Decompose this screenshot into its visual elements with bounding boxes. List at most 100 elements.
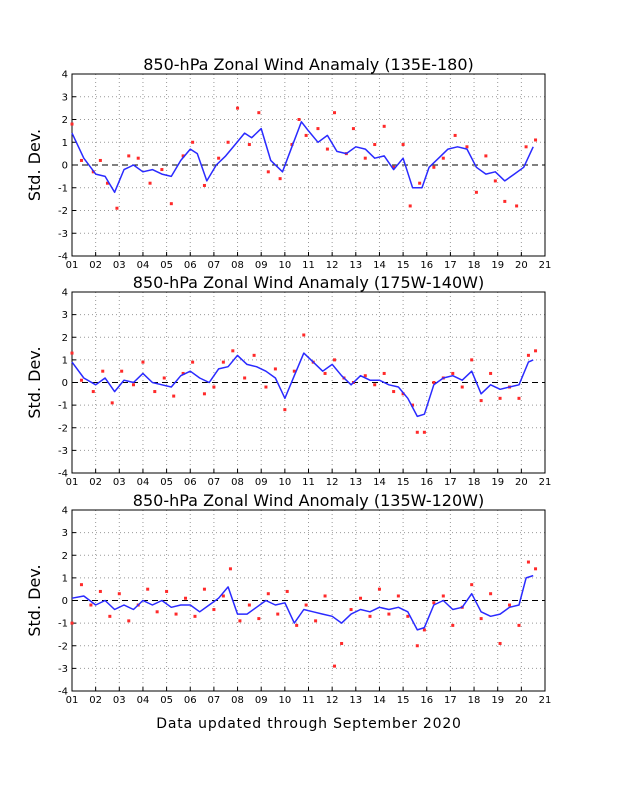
data-point [396, 594, 400, 598]
data-point [304, 133, 308, 137]
grid [72, 74, 545, 256]
data-point [323, 371, 327, 375]
data-point [257, 617, 261, 621]
x-tick-label: 09 [255, 477, 268, 488]
data-point [238, 619, 242, 623]
data-point [441, 156, 445, 160]
x-tick-label: 15 [397, 695, 410, 706]
data-point [451, 371, 455, 375]
data-point [465, 145, 469, 149]
y-tick-label: -1 [58, 183, 68, 194]
x-tick-label: 20 [515, 695, 528, 706]
data-point [276, 612, 280, 616]
data-point [172, 394, 176, 398]
x-tick-label: 02 [89, 477, 102, 488]
smoothed-series-line [71, 574, 534, 631]
x-tick-label: 11 [302, 695, 315, 706]
y-tick-label: 3 [62, 528, 68, 539]
y-tick-label: -2 [58, 206, 68, 217]
data-point [498, 641, 502, 645]
x-tick-label: 01 [66, 695, 79, 706]
y-tick-label: 1 [62, 355, 68, 366]
y-tick-label: -1 [58, 401, 68, 412]
data-point [146, 587, 150, 591]
data-point [70, 621, 74, 625]
data-point [411, 403, 415, 407]
y-tick-label: -3 [58, 229, 68, 240]
x-tick-label: 20 [515, 260, 528, 271]
data-point [489, 592, 493, 596]
x-tick-label: 08 [231, 695, 244, 706]
x-tick-label: 05 [160, 477, 173, 488]
data-point [415, 644, 419, 648]
data-point [401, 143, 405, 147]
y-tick-label: 0 [62, 161, 68, 172]
data-point [70, 351, 74, 355]
y-axis-label: Std. Dev. [25, 346, 44, 418]
data-point [226, 140, 230, 144]
x-tick-label: 08 [231, 260, 244, 271]
x-tick-label: 13 [349, 695, 362, 706]
data-point [283, 408, 287, 412]
data-point [382, 371, 386, 375]
data-point [160, 168, 164, 172]
chart-title: 850-hPa Zonal Wind Anamaly (135E-180) [143, 55, 474, 74]
y-tick-label: 0 [62, 378, 68, 389]
data-point [524, 145, 528, 149]
y-tick-label: 3 [62, 92, 68, 103]
data-point [79, 158, 83, 162]
data-point [266, 592, 270, 596]
monthly-points [70, 560, 538, 668]
data-point [526, 560, 530, 564]
data-point [515, 204, 519, 208]
data-point [243, 376, 247, 380]
chart-title: 850-hPa Zonal Wind Anamaly (175W-140W) [133, 273, 484, 292]
data-point [247, 603, 251, 607]
data-point [493, 179, 497, 183]
x-tick-label: 17 [444, 477, 457, 488]
data-point [314, 619, 318, 623]
data-point [236, 106, 240, 110]
data-point [368, 614, 372, 618]
data-point [534, 349, 538, 353]
data-point [406, 614, 410, 618]
x-tick-label: 04 [137, 260, 150, 271]
chart-panel-3: 850-hPa Zonal Wind Anomaly (135W-120W) St… [25, 491, 551, 706]
x-tick-label: 07 [208, 260, 221, 271]
x-tick-label: 19 [491, 260, 504, 271]
data-point [285, 589, 289, 593]
data-point [257, 111, 261, 115]
x-tick-label: 19 [491, 477, 504, 488]
data-point [212, 385, 216, 389]
x-tick-label: 03 [113, 260, 126, 271]
x-tick-label: 11 [302, 477, 315, 488]
y-tick-label: 2 [62, 551, 68, 562]
data-point [228, 567, 232, 571]
data-point [155, 610, 159, 614]
x-tick-label: 16 [420, 260, 433, 271]
data-point [432, 381, 436, 384]
x-tick-label: 18 [468, 477, 481, 488]
x-tick-label: 10 [278, 695, 291, 706]
data-point [351, 127, 355, 131]
data-point [247, 143, 251, 147]
x-tick-label: 14 [373, 260, 386, 271]
data-point [70, 122, 74, 126]
data-point [231, 349, 235, 353]
x-tick-label: 17 [444, 260, 457, 271]
data-point [101, 369, 105, 373]
x-tick-label: 17 [444, 695, 457, 706]
data-point [432, 165, 436, 169]
x-tick-label: 03 [113, 695, 126, 706]
data-point [484, 154, 488, 158]
data-point [415, 430, 419, 434]
data-point [363, 374, 367, 378]
x-tick-label: 05 [160, 260, 173, 271]
monthly-points [70, 333, 538, 434]
x-tick-label: 21 [539, 695, 552, 706]
data-point [136, 156, 140, 160]
data-point [202, 183, 206, 187]
smoothed-series-line [71, 352, 534, 418]
data-point [534, 138, 538, 142]
